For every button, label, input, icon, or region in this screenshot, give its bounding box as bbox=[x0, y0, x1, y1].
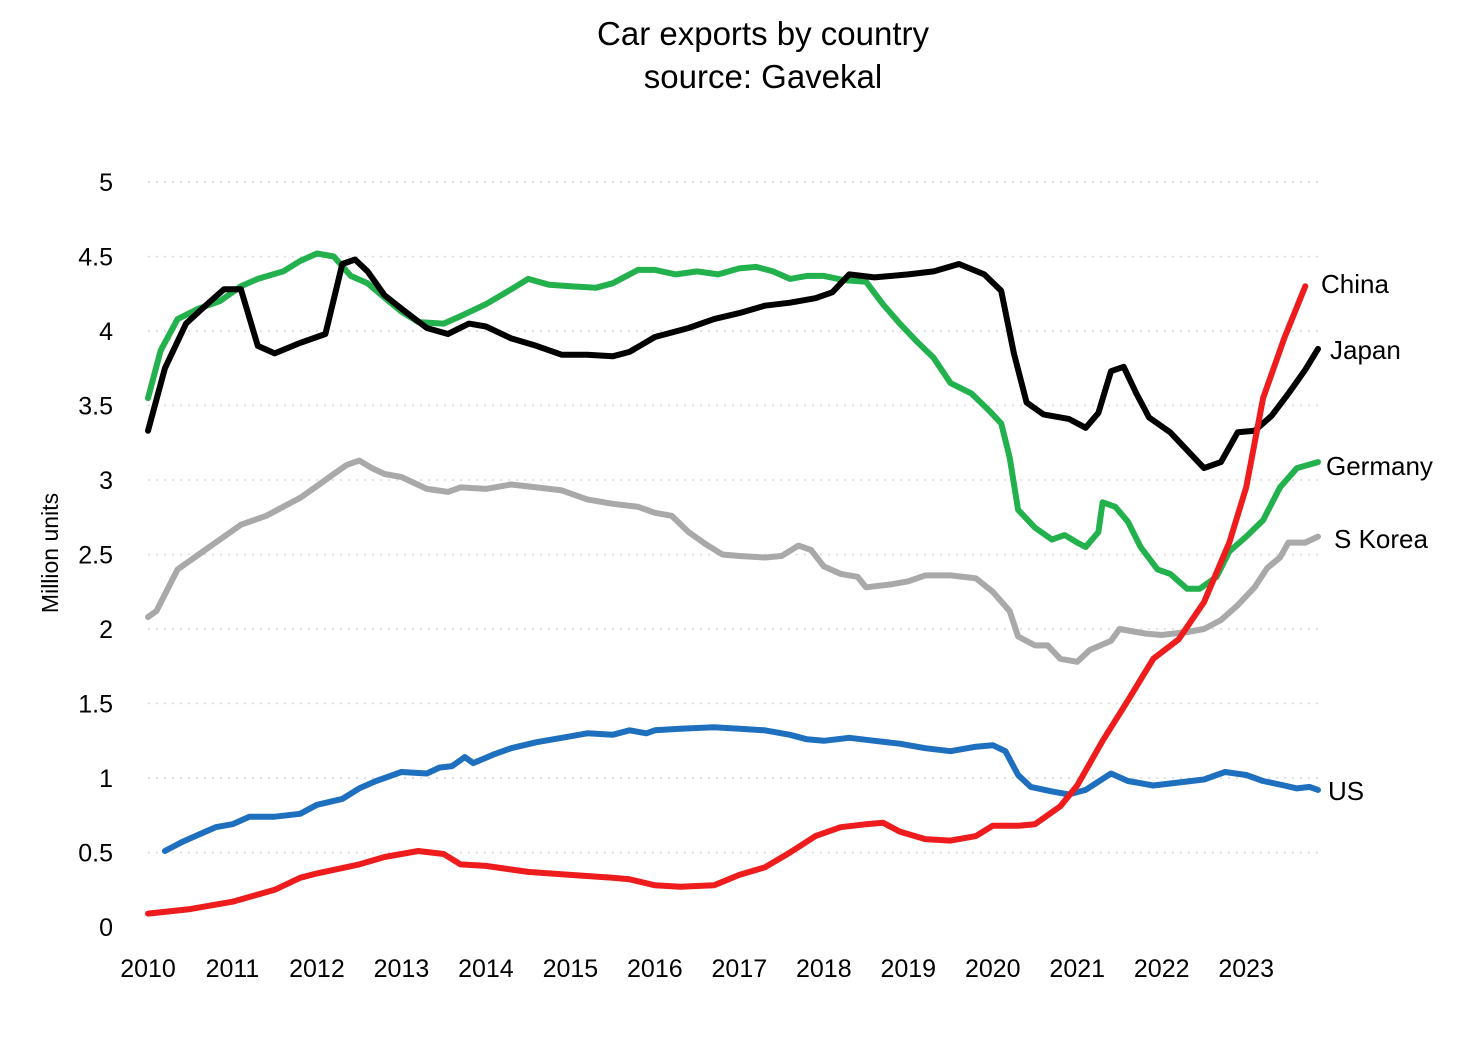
series-labels: S Korea US Germany Japan China bbox=[1321, 269, 1433, 806]
y-tick-label: 2.5 bbox=[78, 542, 113, 570]
x-tick-label: 2022 bbox=[1134, 955, 1190, 983]
gridlines bbox=[148, 181, 1318, 854]
x-tick-label: 2019 bbox=[880, 955, 936, 983]
x-tick-label: 2016 bbox=[627, 955, 683, 983]
series-label-china: China bbox=[1321, 269, 1389, 299]
y-tick-label: 4 bbox=[99, 318, 113, 346]
y-tick-label: 3 bbox=[99, 467, 113, 495]
y-axis-label: Million units bbox=[37, 493, 63, 613]
y-tick-label: 1 bbox=[99, 765, 113, 793]
y-tick-label: 0.5 bbox=[78, 840, 113, 868]
x-tick-label: 2010 bbox=[120, 955, 176, 983]
x-tick-label: 2020 bbox=[965, 955, 1021, 983]
x-tick-label: 2018 bbox=[796, 955, 852, 983]
series-label-us: US bbox=[1328, 776, 1364, 806]
chart-title: Car exports by country bbox=[597, 15, 929, 52]
x-tick-label: 2014 bbox=[458, 955, 514, 983]
series-label-s-korea: S Korea bbox=[1334, 524, 1428, 554]
y-tick-label: 3.5 bbox=[78, 393, 113, 421]
x-tick-label: 2013 bbox=[374, 955, 430, 983]
series-label-germany: Germany bbox=[1326, 451, 1433, 481]
y-tick-label: 1.5 bbox=[78, 691, 113, 719]
x-tick-label: 2017 bbox=[712, 955, 768, 983]
x-tick-label: 2011 bbox=[206, 955, 260, 983]
y-tick-label: 4.5 bbox=[78, 244, 113, 272]
x-tick-label: 2012 bbox=[289, 955, 345, 983]
x-axis-ticks: 2010 2011 2012 2013 2014 2015 2016 2017 2018 2019… bbox=[120, 955, 1274, 983]
y-tick-label: 2 bbox=[99, 616, 113, 644]
x-tick-label: 2023 bbox=[1218, 955, 1274, 983]
series-line-germany bbox=[145, 250, 1321, 592]
series-lines bbox=[145, 250, 1321, 917]
chart-subtitle: source: Gavekal bbox=[644, 58, 882, 95]
x-tick-label: 2021 bbox=[1049, 955, 1105, 983]
series-label-japan: Japan bbox=[1330, 335, 1401, 365]
series-line-japan bbox=[145, 256, 1321, 472]
series-line-china bbox=[145, 283, 1309, 917]
series-line-s-korea bbox=[145, 457, 1321, 665]
y-tick-label: 5 bbox=[99, 169, 113, 197]
y-axis-ticks: 0 0.5 1 1.5 2 2.5 3 3.5 4 4.5 5 bbox=[78, 169, 113, 942]
x-tick-label: 2015 bbox=[543, 955, 599, 983]
y-tick-label: 0 bbox=[99, 914, 113, 942]
series-line-us bbox=[161, 724, 1321, 854]
